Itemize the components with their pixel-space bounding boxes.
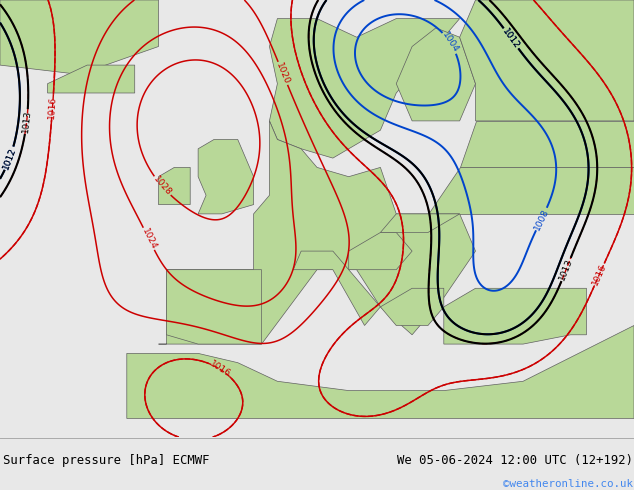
Text: 1012: 1012 bbox=[501, 26, 521, 50]
Polygon shape bbox=[158, 168, 190, 205]
Polygon shape bbox=[127, 325, 634, 418]
Text: 1020: 1020 bbox=[275, 61, 292, 86]
Text: 1024: 1024 bbox=[139, 226, 158, 251]
Polygon shape bbox=[380, 288, 444, 325]
Polygon shape bbox=[198, 140, 254, 214]
Text: 1013: 1013 bbox=[558, 257, 574, 282]
Polygon shape bbox=[0, 0, 158, 74]
Text: 1004: 1004 bbox=[440, 31, 460, 55]
Polygon shape bbox=[166, 270, 261, 344]
Polygon shape bbox=[293, 251, 380, 325]
Text: 1016: 1016 bbox=[208, 359, 232, 379]
Text: ©weatheronline.co.uk: ©weatheronline.co.uk bbox=[503, 479, 633, 489]
Polygon shape bbox=[380, 214, 460, 232]
Polygon shape bbox=[269, 19, 460, 158]
Polygon shape bbox=[48, 65, 134, 93]
Polygon shape bbox=[349, 232, 412, 270]
Text: 1012: 1012 bbox=[501, 26, 521, 50]
Text: 1008: 1008 bbox=[533, 207, 550, 231]
Text: 1016: 1016 bbox=[47, 96, 58, 119]
Text: We 05-06-2024 12:00 UTC (12+192): We 05-06-2024 12:00 UTC (12+192) bbox=[397, 454, 633, 467]
Text: 1012: 1012 bbox=[1, 146, 18, 171]
Text: 1028: 1028 bbox=[151, 174, 173, 197]
Text: Surface pressure [hPa] ECMWF: Surface pressure [hPa] ECMWF bbox=[3, 454, 210, 467]
Text: 1016: 1016 bbox=[590, 263, 608, 287]
Text: 1012: 1012 bbox=[1, 146, 18, 171]
Polygon shape bbox=[428, 168, 634, 214]
Polygon shape bbox=[460, 0, 634, 121]
Polygon shape bbox=[158, 121, 476, 344]
Polygon shape bbox=[460, 121, 634, 168]
Polygon shape bbox=[396, 28, 476, 121]
Text: 1013: 1013 bbox=[21, 110, 32, 134]
Polygon shape bbox=[444, 288, 586, 344]
